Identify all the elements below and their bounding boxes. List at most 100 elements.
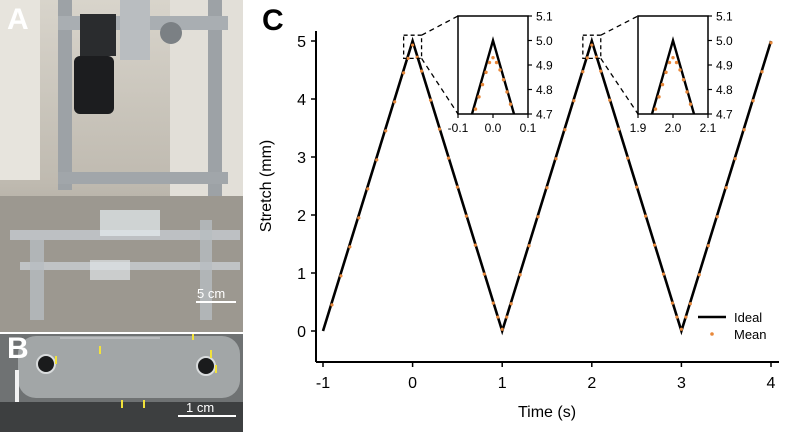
- scale-label-b: 1 cm: [186, 400, 215, 415]
- mean-point: [670, 301, 675, 305]
- chart-svg: 0 1 2 3 4 5 -1 0 1 2 3 4 Time (s) Stretch (mm) 4.7 4.8…: [258, 10, 779, 421]
- mean-point: [411, 43, 415, 47]
- inset-y-tick-label: 5.0: [716, 34, 733, 48]
- inset-y-tick-label: 4.9: [536, 59, 553, 73]
- inset-plot-1: 4.7 4.8 4.9 5.0 5.1 -0.1 0.0 0.1: [448, 10, 553, 136]
- inset-ideal-line: [650, 36, 696, 115]
- zoom-connector: [421, 58, 459, 115]
- inset-mean-point: [664, 70, 668, 75]
- inset-mean-point: [685, 90, 689, 94]
- panel-letter-c: C: [262, 4, 284, 37]
- x-tick-label: 4: [767, 375, 776, 392]
- inset-mean-point: [494, 60, 499, 65]
- inset-mean-point: [484, 70, 488, 75]
- sample-photo: [0, 334, 243, 432]
- mean-point: [446, 156, 451, 160]
- main-plot: 0 1 2 3 4 5 -1 0 1 2 3 4 Time (s) Stretch (mm): [258, 31, 779, 421]
- mean-point: [661, 272, 666, 276]
- mean-point: [545, 186, 549, 190]
- y-tick-label: 3: [297, 150, 306, 167]
- mean-point: [684, 315, 688, 319]
- inset-ideal-line: [470, 36, 516, 115]
- apparatus-photo: [0, 0, 243, 332]
- inset-mean-point: [505, 90, 509, 94]
- inset-x-tick-label: 2.0: [665, 121, 682, 135]
- mean-point: [505, 315, 509, 319]
- mean-point: [402, 71, 406, 75]
- mean-point: [652, 243, 657, 247]
- inset-frame: [637, 15, 709, 115]
- stretch-time-chart: 0 1 2 3 4 5 -1 0 1 2 3 4 Time (s) Stretch (mm) 4.7 4.8…: [245, 0, 787, 432]
- mean-point: [675, 315, 679, 319]
- mean-point: [599, 69, 603, 73]
- mean-point: [473, 243, 477, 247]
- inset-y-tick-label: 5.1: [536, 10, 553, 24]
- mean-point: [339, 274, 343, 278]
- mean-point: [509, 302, 513, 306]
- inset-plot-2: 4.7 4.8 4.9 5.0 5.1 1.9 2.0 2.1: [630, 10, 733, 136]
- mean-point: [464, 214, 468, 218]
- mean-point: [384, 129, 388, 133]
- mean-point: [406, 56, 410, 61]
- mean-point: [554, 157, 558, 161]
- inset-mean-point: [480, 82, 485, 87]
- inset-mean-point: [498, 68, 502, 72]
- zoom-connector: [600, 58, 639, 115]
- y-tick-label: 1: [297, 266, 306, 283]
- mean-point: [348, 245, 352, 249]
- zoom-connector: [600, 15, 639, 36]
- inset-x-tick-label: 0.0: [485, 121, 502, 135]
- inset-frame: [457, 15, 529, 115]
- mean-point: [455, 185, 459, 189]
- y-tick-label: 5: [297, 34, 306, 51]
- y-tick-label: 4: [297, 92, 306, 109]
- mean-point: [428, 98, 433, 102]
- mean-point: [491, 301, 495, 305]
- inset-y-tick-label: 4.8: [716, 83, 733, 97]
- panel-letter-a: A: [7, 3, 29, 36]
- zoom-box: [402, 34, 423, 60]
- inset-y-tick-label: 4.9: [716, 59, 733, 73]
- legend-ideal-label: Ideal: [734, 310, 762, 325]
- mean-point: [419, 69, 424, 73]
- legend-mean-swatch: [710, 332, 714, 336]
- mean-point: [751, 99, 755, 103]
- zoom-connectors: [402, 15, 639, 115]
- inset-mean-point: [688, 102, 693, 106]
- mean-point: [590, 43, 594, 47]
- mean-point: [769, 41, 773, 45]
- inset-y-tick-label: 5.0: [536, 34, 553, 48]
- inset-mean-point: [674, 60, 679, 65]
- mean-point: [742, 128, 746, 132]
- mean-point: [500, 327, 504, 331]
- mean-point: [643, 214, 648, 218]
- mean-point: [635, 185, 639, 189]
- mean-point: [760, 70, 764, 74]
- inset-mean-point: [660, 82, 665, 87]
- zoom-connector: [421, 15, 459, 36]
- mean-point: [357, 216, 361, 220]
- inset-y-tick-label: 5.1: [716, 10, 733, 24]
- inset-x-tick-label: -0.1: [448, 121, 469, 135]
- mean-point: [724, 186, 728, 190]
- inset-y-tick-label: 4.7: [716, 108, 733, 122]
- legend-mean-label: Mean: [734, 327, 767, 342]
- mean-point: [482, 272, 486, 276]
- inset-x-tick-label: 2.1: [700, 121, 717, 135]
- scale-label-a: 5 cm: [197, 286, 226, 301]
- mean-point: [330, 303, 334, 307]
- mean-point: [518, 273, 522, 277]
- inset-y-tick-label: 4.7: [536, 108, 553, 122]
- mean-point: [706, 244, 710, 248]
- y-tick-label: 2: [297, 208, 306, 225]
- inset-mean-point: [477, 95, 481, 99]
- mean-point: [437, 127, 442, 131]
- inset-mean-point: [671, 55, 675, 60]
- inset-mean-point: [487, 60, 492, 65]
- x-tick-label: 2: [587, 375, 596, 392]
- inset-mean-point: [678, 68, 682, 72]
- inset-mean-point: [667, 60, 672, 65]
- inset-mean-point: [473, 107, 478, 111]
- mean-point: [572, 99, 576, 103]
- inset-x-tick-label: 0.1: [520, 121, 537, 135]
